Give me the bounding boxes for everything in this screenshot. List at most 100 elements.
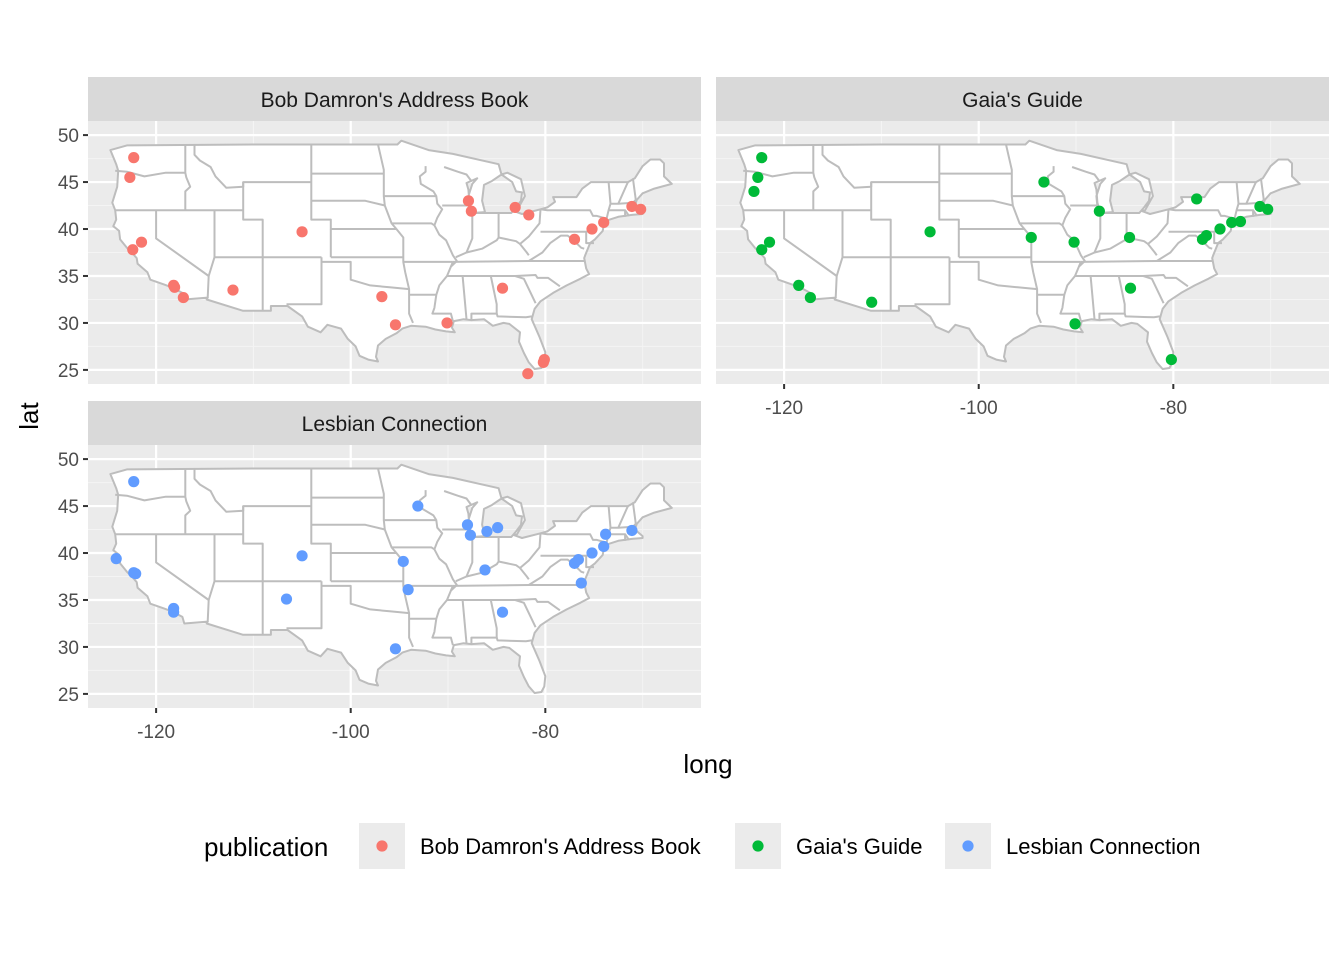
data-point [280,593,293,605]
state-border [418,166,458,322]
state-border [310,144,397,230]
data-point [168,281,181,293]
x-tick-label: -120 [765,398,803,419]
state-border [184,144,192,211]
state-border [206,534,216,622]
state-border [461,599,468,644]
y-tick-label: 45 [58,173,79,194]
data-point [600,528,612,540]
data-point [866,296,878,308]
y-tick-label: 35 [58,591,79,612]
state-border [870,182,892,311]
us-outline [109,139,673,370]
data-point [1069,318,1081,330]
data-point [598,540,610,553]
state-border [115,169,186,178]
state-border [155,534,210,601]
data-point [128,476,140,488]
us-outline [109,463,673,694]
data-point [598,216,610,229]
state-border [391,546,435,551]
data-point [492,522,504,534]
state-border [1168,208,1235,220]
x-axis-title: long [683,749,732,779]
data-point [130,568,142,580]
data-point [127,244,139,256]
state-border [286,261,323,306]
data-point [752,171,764,183]
data-point [924,226,936,238]
data-point [626,200,638,213]
data-point [124,171,136,183]
data-point [1196,233,1209,245]
data-point [1191,193,1203,205]
state-border [1089,275,1096,320]
data-point [389,319,402,331]
state-border [1077,261,1082,267]
state-border [1156,234,1213,262]
data-point [568,233,581,245]
y-tick-label: 45 [58,497,79,518]
data-point [110,553,122,565]
data-point [397,555,409,568]
state-border [498,533,542,569]
facet-strip-label: Lesbian Connection [302,413,488,436]
state-border [528,234,585,262]
state-border [495,313,532,319]
state-border [812,144,820,211]
state-border [605,182,612,219]
state-border [1213,231,1222,245]
x-tick-label: -80 [1160,398,1187,419]
data-point [462,195,475,207]
data-point [389,643,402,655]
state-border [610,523,637,529]
data-point [1262,203,1274,215]
data-point [461,519,474,531]
y-tick-label: 30 [58,314,79,335]
state-border [540,208,607,220]
data-point [575,577,587,589]
legend-marker-gaia-s-guide [752,840,764,852]
state-border [631,502,637,525]
data-point [412,500,424,512]
data-point [1068,236,1080,248]
legend-marker-bob-damron-s-address-book [376,840,388,852]
state-border [465,537,474,577]
state-border [206,210,216,298]
state-border [452,584,586,587]
data-point [793,279,805,291]
state-border [1147,243,1158,256]
data-point [481,525,493,538]
data-point [586,223,598,235]
state-border [242,182,264,311]
us-states-map [109,463,673,694]
state-border [1071,166,1101,182]
state-border [443,166,473,182]
y-tick-label: 40 [58,220,79,241]
data-point [128,152,140,164]
state-border [519,243,530,256]
data-point [1025,231,1037,244]
data-point [586,547,598,559]
data-point [227,284,239,296]
x-tick-label: -80 [532,722,559,743]
data-point [441,317,453,329]
data-point [296,226,308,238]
legend-marker-lesbian-connection [962,840,974,852]
state-border [452,260,586,263]
state-border [449,261,454,267]
x-tick-label: -100 [960,398,998,419]
state-border [311,523,386,531]
facet-strip-label: Bob Damron's Address Book [261,89,529,112]
data-point [523,209,535,221]
state-border [938,144,1025,230]
facet-strip-label: Gaia's Guide [962,89,1083,112]
facet-panel-bob-damron-s-address-book: Bob Damron's Address Book 25 30 35 40 45 50 [58,77,701,384]
data-point [479,564,491,576]
state-border [914,261,951,306]
state-border [1019,222,1063,227]
data-point [756,244,768,256]
state-border [610,199,637,205]
state-border [449,585,454,591]
state-border [514,599,537,628]
